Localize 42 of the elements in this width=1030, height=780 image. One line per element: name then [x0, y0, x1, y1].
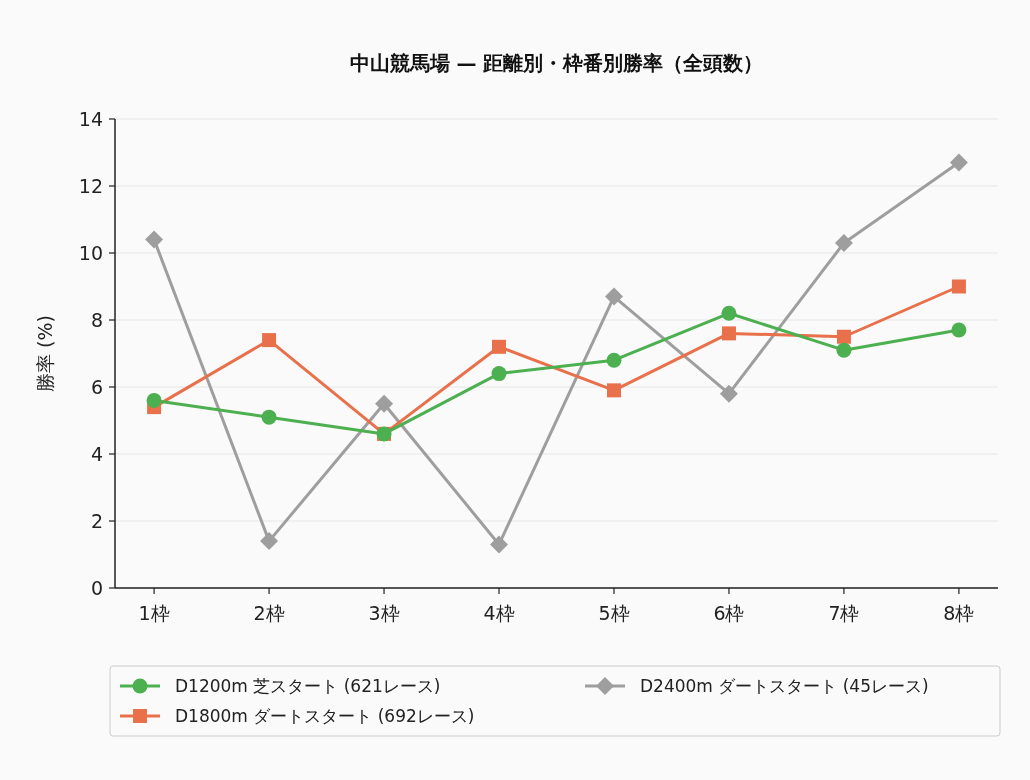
- y-tick-label: 8: [90, 309, 103, 331]
- point: [260, 532, 279, 551]
- x-tick-label: 2枠: [253, 602, 285, 624]
- y-tick-label: 6: [90, 376, 103, 398]
- point: [490, 535, 509, 554]
- chart-title: 中山競馬場 — 距離別・枠番別勝率（全頭数）: [349, 51, 764, 75]
- point: [145, 230, 164, 249]
- x-tick-label: 8枠: [943, 602, 975, 624]
- point: [834, 233, 853, 252]
- legend-label: D1200m 芝スタート (621レース): [175, 676, 441, 696]
- point: [606, 352, 622, 368]
- x-tick-label: 6枠: [713, 602, 745, 624]
- point: [951, 279, 966, 294]
- point: [492, 339, 507, 354]
- legend-label: D1800m ダートスタート (692レース): [175, 706, 475, 726]
- point: [949, 153, 968, 172]
- point: [836, 342, 852, 358]
- y-tick-label: 4: [90, 443, 103, 465]
- y-tick-label: 0: [90, 577, 103, 599]
- point: [262, 333, 277, 348]
- point: [719, 384, 738, 403]
- legend-label: D2400m ダートスタート (45レース): [640, 676, 929, 696]
- y-tick-label: 10: [78, 242, 103, 264]
- point: [146, 392, 162, 408]
- point: [261, 409, 277, 425]
- y-axis-title: 勝率 (%): [34, 315, 56, 392]
- point: [606, 383, 621, 398]
- point: [721, 305, 737, 321]
- y-tick-label: 2: [90, 510, 103, 532]
- x-tick-label: 4枠: [483, 602, 515, 624]
- y-tick-label: 14: [78, 108, 103, 130]
- point: [491, 366, 507, 382]
- x-tick-label: 3枠: [368, 602, 400, 624]
- x-tick-label: 1枠: [138, 602, 170, 624]
- point: [375, 394, 394, 413]
- point: [836, 329, 851, 344]
- point: [721, 326, 736, 341]
- y-tick-label: 12: [78, 175, 103, 197]
- point: [951, 322, 967, 338]
- point: [604, 287, 623, 306]
- x-tick-label: 7枠: [828, 602, 860, 624]
- x-tick-label: 5枠: [598, 602, 630, 624]
